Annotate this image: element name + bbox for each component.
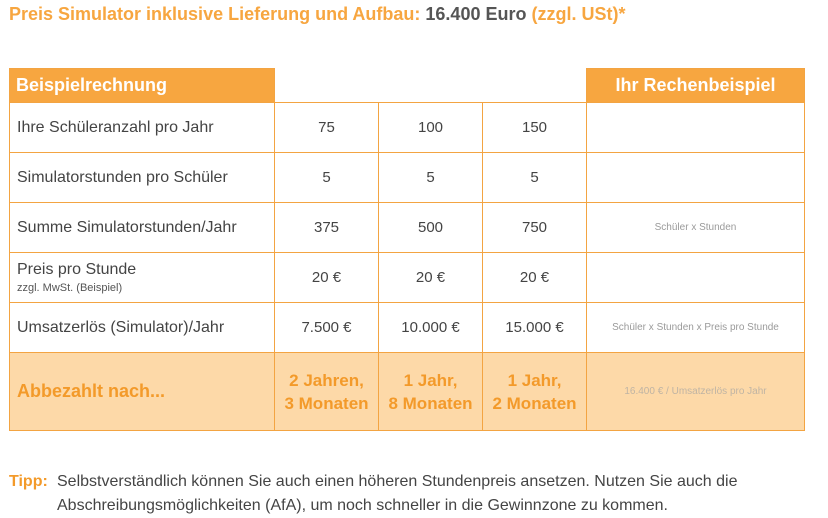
value-cell: 100 [378,102,483,153]
value-cell: 5 [482,152,587,203]
payback-line: 1 Jahr, [507,370,562,390]
value-cell: 20 € [482,252,587,303]
value-cell: 5 [274,152,379,203]
value-cell: 375 [274,202,379,253]
value-cell: 20 € [378,252,483,303]
value-cell: 150 [482,102,587,153]
table-row: Simulatorstunden pro Schüler 5 5 5 [9,152,805,203]
value-cell: 75 [274,102,379,153]
your-example-cell[interactable] [586,252,805,303]
table-row: Preis pro Stunde zzgl. MwSt. (Beispiel) … [9,252,805,303]
tip-note: Tipp: Selbstverständlich können Sie auch… [9,470,809,518]
payback-line: 8 Monaten [388,393,473,413]
header-beispielrechnung: Beispielrechnung [9,68,275,103]
value-cell: 5 [378,152,483,203]
your-example-cell[interactable] [586,102,805,153]
value-cell: 7.500 € [274,302,379,353]
value-cell: 20 € [274,252,379,303]
row-label: Ihre Schüleranzahl pro Jahr [9,102,275,153]
table-row: Summe Simulatorstunden/Jahr 375 500 750 … [9,202,805,253]
table-row: Ihre Schüleranzahl pro Jahr 75 100 150 [9,102,805,153]
payback-label: Abbezahlt nach... [9,352,275,431]
payback-line: 1 Jahr, [403,370,458,390]
formula-hint: 16.400 € / Umsatzerlös pro Jahr [586,352,805,431]
row-label: Summe Simulatorstunden/Jahr [9,202,275,253]
title-price: 16.400 Euro [425,4,527,24]
page-title: Preis Simulator inklusive Lieferung und … [9,4,821,25]
value-cell: 500 [378,202,483,253]
payback-line: 2 Jahren, [289,370,364,390]
title-tax-note: (zzgl. USt)* [531,4,626,24]
payback-value: 2 Jahren, 3 Monaten [274,352,379,431]
payback-line: 2 Monaten [492,393,577,413]
value-cell: 750 [482,202,587,253]
row-label-sub: zzgl. MwSt. (Beispiel) [17,282,123,294]
title-text: Preis Simulator inklusive Lieferung und … [9,4,421,24]
payback-row: Abbezahlt nach... 2 Jahren, 3 Monaten 1 … [9,352,805,431]
formula-hint: Schüler x Stunden x Preis pro Stunde [586,302,805,353]
your-example-cell[interactable] [586,152,805,203]
payback-line: 3 Monaten [284,393,369,413]
tip-label: Tipp: [9,473,48,490]
value-cell: 15.000 € [482,302,587,353]
calculation-table: Beispielrechnung Ihr Rechenbeispiel Ihre… [9,68,805,431]
header-ihr-rechenbeispiel: Ihr Rechenbeispiel [586,68,805,103]
row-label-main: Preis pro Stunde [17,261,137,278]
table-header-row: Beispielrechnung Ihr Rechenbeispiel [9,68,805,103]
tip-text: Selbstverständlich können Sie auch einen… [57,473,738,514]
payback-value: 1 Jahr, 2 Monaten [482,352,587,431]
row-label: Simulatorstunden pro Schüler [9,152,275,203]
formula-hint: Schüler x Stunden [586,202,805,253]
payback-value: 1 Jahr, 8 Monaten [378,352,483,431]
row-label: Preis pro Stunde zzgl. MwSt. (Beispiel) [9,252,275,303]
table-row: Umsatzerlös (Simulator)/Jahr 7.500 € 10.… [9,302,805,353]
row-label: Umsatzerlös (Simulator)/Jahr [9,302,275,353]
value-cell: 10.000 € [378,302,483,353]
